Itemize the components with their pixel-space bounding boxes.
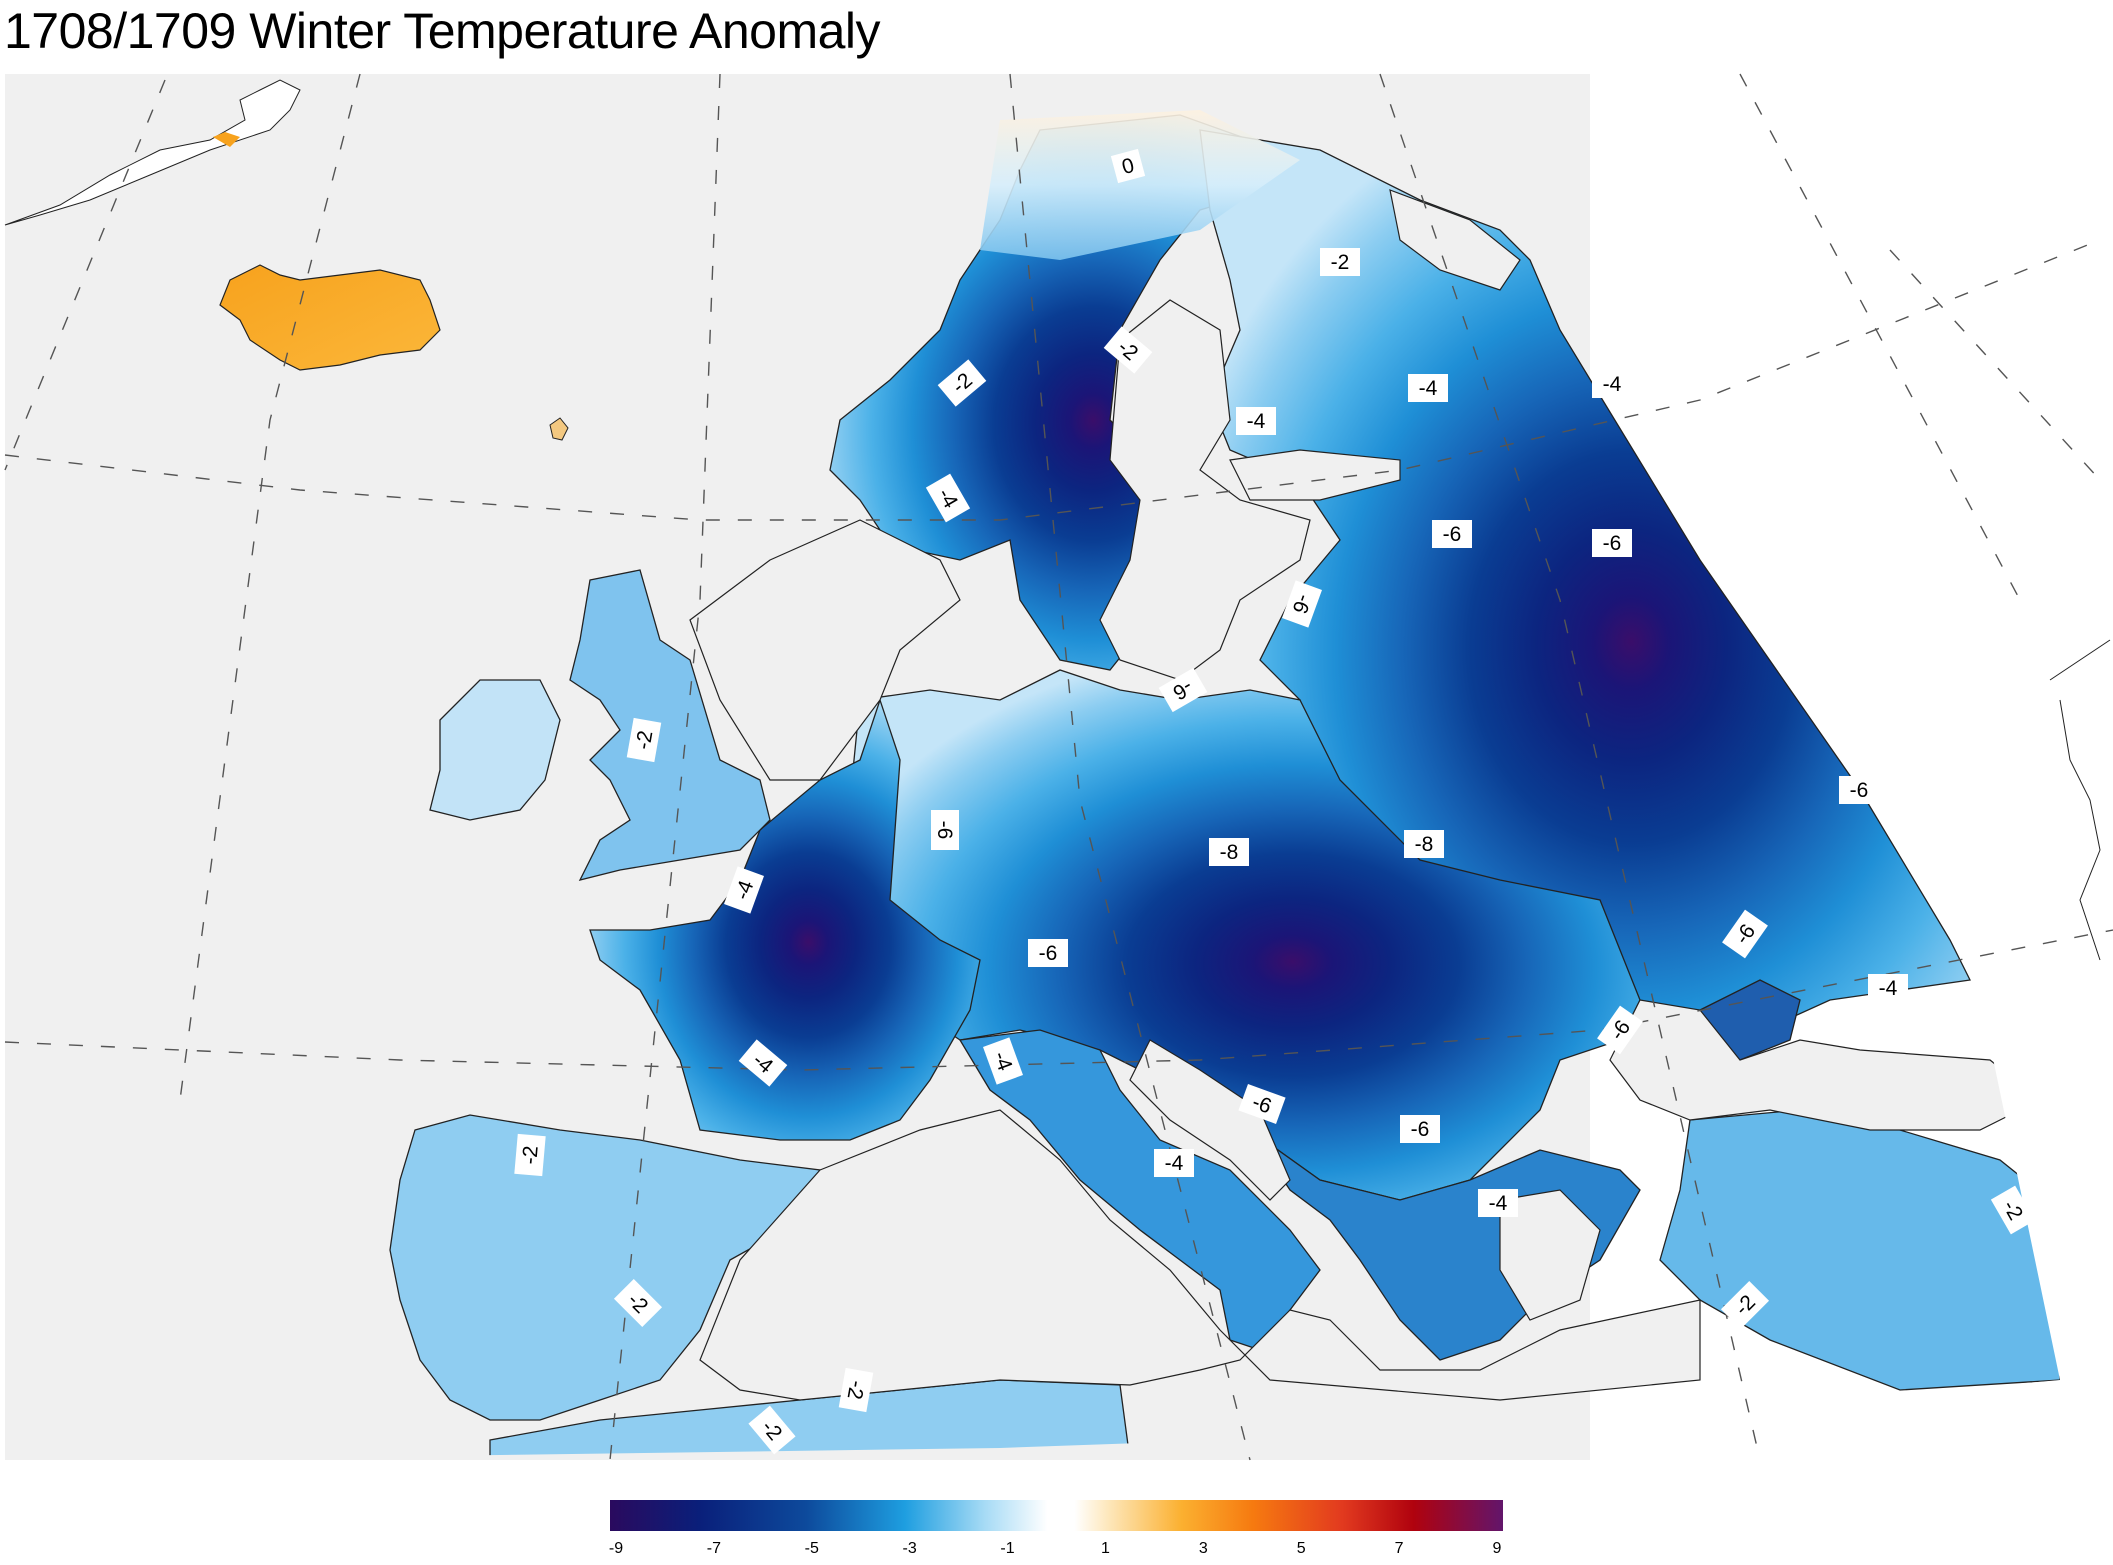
colorbar-tick-label: 5 (1296, 1540, 1306, 1557)
ireland (429, 679, 561, 821)
svg-text:-2: -2 (518, 1145, 543, 1166)
contour-label: -2 (838, 1367, 874, 1413)
contour-label: -4 (1236, 407, 1276, 435)
contour-label: -6 (1432, 520, 1472, 548)
svg-text:-6: -6 (1411, 1118, 1430, 1141)
svg-text:-4: -4 (1603, 373, 1622, 396)
svg-text:-2: -2 (1331, 251, 1350, 274)
colorbar-tick-label: -7 (706, 1540, 721, 1557)
svg-text:-4: -4 (1489, 1192, 1508, 1215)
svg-text:-4: -4 (1879, 977, 1898, 1000)
svg-text:-6: -6 (1039, 942, 1058, 965)
contour-label: -2 (1990, 1185, 2036, 1235)
contour-label: -4 (1868, 974, 1908, 1002)
contour-label: -8 (1209, 838, 1249, 866)
colorbar-tick-label: -1 (1000, 1540, 1015, 1557)
france (589, 697, 981, 1141)
adriatic (1129, 1039, 1291, 1201)
svg-text:-2: -2 (843, 1379, 869, 1401)
colorbar-ticks: -9 -7 -5 -3 -1 1 3 5 7 9 (608, 1540, 1503, 1564)
baltic-sea (1099, 299, 1311, 681)
svg-text:-4: -4 (1247, 410, 1266, 433)
great-britain (569, 569, 771, 881)
land-anomaly (389, 114, 2060, 1460)
greenland-tip (4, 79, 301, 226)
contour-label: -2 (1320, 248, 1360, 276)
caspian-outline (2059, 699, 2101, 961)
contour-label: -2 (1103, 326, 1153, 374)
contour-label: -4 (1592, 370, 1632, 398)
contour-label: -6 (1592, 529, 1632, 557)
seas (689, 189, 2042, 1401)
svg-text:-2: -2 (632, 729, 658, 751)
north-sea (689, 519, 961, 781)
contour-label: -2 (514, 1133, 546, 1177)
iceland (219, 264, 441, 371)
mediterranean (699, 1109, 1701, 1401)
contour-label: -6 (1238, 1084, 1286, 1124)
svg-text:-8: -8 (1415, 833, 1434, 856)
white-sea (1389, 189, 1521, 291)
colorbar-tick-label: -5 (804, 1540, 819, 1557)
contour-label: -6 (1400, 1115, 1440, 1143)
iberia (389, 1114, 821, 1421)
contour-label: -4 (1154, 1149, 1194, 1177)
svg-text:-6: -6 (1443, 523, 1462, 546)
svg-text:-6: -6 (933, 821, 956, 840)
colorbar-tick-label: -9 (608, 1540, 624, 1557)
contour-label: -6 (1158, 667, 1208, 713)
contour-label: -8 (1404, 830, 1444, 858)
contour-label: -4 (724, 866, 764, 914)
turkey (1659, 1109, 2060, 1391)
svg-text:0: 0 (1120, 154, 1137, 179)
contour-label: -6 (1028, 939, 1068, 967)
gulf-of-finland (1229, 449, 1401, 501)
contour-labels: 0 -2 -2 -2 -4 -4 -4 -4 -6 -6 -6 -6 -2 -6 -6 -8 -8 -4 -6 -6 -… (514, 148, 2036, 1455)
aegean (1499, 1189, 1601, 1321)
contour-label: -4 (1478, 1189, 1518, 1217)
contour-label: -6 (1722, 909, 1768, 959)
chart-title: 1708/1709 Winter Temperature Anomaly (4, 3, 881, 59)
svg-text:-4: -4 (1419, 377, 1438, 400)
colorbar-tick-label: 1 (1100, 1540, 1110, 1557)
anomaly-map: 0 -2 -2 -2 -4 -4 -4 -4 -6 -6 -6 -6 -2 -6 -6 -8 -8 -4 -6 -6 -… (4, 73, 2113, 1461)
contour-label: -2 (626, 717, 662, 763)
colorbar-tick-label: -3 (902, 1540, 917, 1557)
svg-text:-4: -4 (1165, 1152, 1184, 1175)
contour-label: -6 (931, 810, 959, 850)
contour-label: -2 (1720, 1280, 1770, 1330)
colorbar (610, 1500, 1503, 1531)
map-frame-outer-white (1590, 74, 2113, 1460)
greenland-warm-patch (213, 132, 240, 147)
faroe-islands (549, 417, 569, 441)
eastern-coastline (2049, 639, 2111, 681)
svg-text:-8: -8 (1220, 841, 1239, 864)
svg-text:-6: -6 (1603, 532, 1622, 555)
contour-label: -4 (1408, 374, 1448, 402)
colorbar-tick-label: 3 (1198, 1540, 1208, 1557)
contour-label: -6 (1282, 580, 1322, 628)
contour-label: 0 (1110, 148, 1146, 184)
arctic-overlay (980, 110, 1300, 260)
colorbar-tick-label: 9 (1492, 1540, 1502, 1557)
contour-label: -6 (1839, 776, 1879, 804)
contour-label: -4 (925, 473, 971, 523)
svg-text:-6: -6 (1850, 779, 1869, 802)
black-sea (1609, 999, 2042, 1131)
contour-label: -4 (983, 1037, 1023, 1085)
colorbar-tick-label: 7 (1394, 1540, 1404, 1557)
